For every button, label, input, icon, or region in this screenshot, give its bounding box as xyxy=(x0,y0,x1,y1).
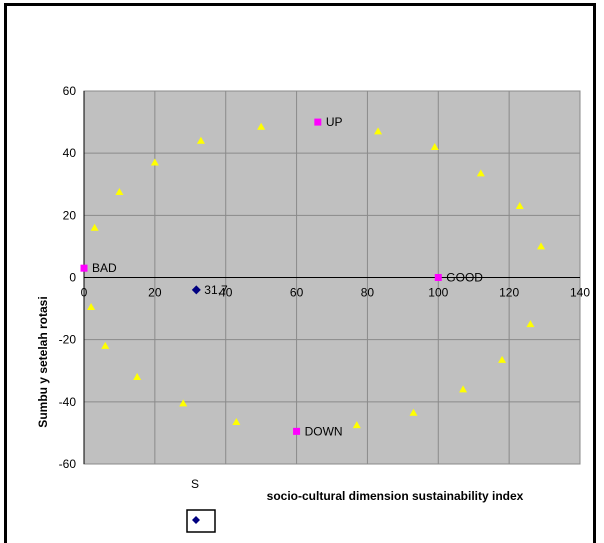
legend xyxy=(186,509,216,533)
triangle-point xyxy=(526,320,535,328)
point-label: 31,7 xyxy=(204,283,228,297)
data-points xyxy=(80,118,546,435)
triangle-point xyxy=(498,355,507,363)
point-label: DOWN xyxy=(305,424,343,438)
y-tick-label: 40 xyxy=(63,146,77,160)
diamond-point xyxy=(191,285,201,295)
triangle-point xyxy=(430,142,439,150)
y-axis-label: Sumbu y setelah rotasi xyxy=(36,296,50,427)
triangle-point xyxy=(352,421,361,429)
x-tick-label: 140 xyxy=(570,286,590,300)
triangle-point xyxy=(87,303,96,311)
triangle-point xyxy=(476,169,485,177)
y-tick-label: -60 xyxy=(59,457,77,471)
triangle-point xyxy=(150,158,159,166)
y-tick-label: 60 xyxy=(63,84,77,98)
triangle-point xyxy=(459,385,468,393)
triangle-point xyxy=(537,242,546,250)
x-tick-label: 80 xyxy=(361,286,375,300)
x-axis-label-fragment: S xyxy=(191,477,199,491)
triangle-point xyxy=(179,399,188,407)
triangle-point xyxy=(409,408,418,416)
x-tick-label: 20 xyxy=(148,286,162,300)
point-label: BAD xyxy=(92,261,117,275)
square-point xyxy=(293,427,301,435)
square-point xyxy=(434,274,442,281)
x-axis-label: socio-cultural dimension sustainability … xyxy=(267,489,524,503)
tick-labels: 0 20 40 60 80 100 120 140 -60 -40 -20 0 20 40 60 xyxy=(59,84,591,471)
triangle-point xyxy=(232,418,241,426)
x-tick-label: 60 xyxy=(290,286,304,300)
triangle-point xyxy=(374,127,383,135)
square-point xyxy=(314,118,322,126)
square-point xyxy=(80,264,88,272)
legend-diamond-marker xyxy=(192,516,200,524)
triangle-point xyxy=(196,136,205,144)
triangle-point xyxy=(115,188,124,196)
point-labels: BAD UP GOOD DOWN 31,7 xyxy=(92,115,483,438)
x-tick-label: 100 xyxy=(428,286,448,300)
y-tick-label: 20 xyxy=(63,208,77,222)
triangle-point xyxy=(133,372,142,380)
y-tick-label: -20 xyxy=(59,333,77,347)
y-tick-label: 0 xyxy=(69,271,76,285)
x-tick-label: 40 xyxy=(219,286,233,300)
legend-box xyxy=(186,509,216,533)
triangle-point xyxy=(90,223,99,231)
triangle-point xyxy=(257,122,266,130)
point-label: GOOD xyxy=(446,271,483,285)
x-tick-label: 0 xyxy=(81,286,88,300)
point-label: UP xyxy=(326,115,343,129)
triangle-point xyxy=(101,341,110,349)
triangle-point xyxy=(515,202,524,210)
y-tick-label: -40 xyxy=(59,395,77,409)
x-tick-label: 120 xyxy=(499,286,519,300)
